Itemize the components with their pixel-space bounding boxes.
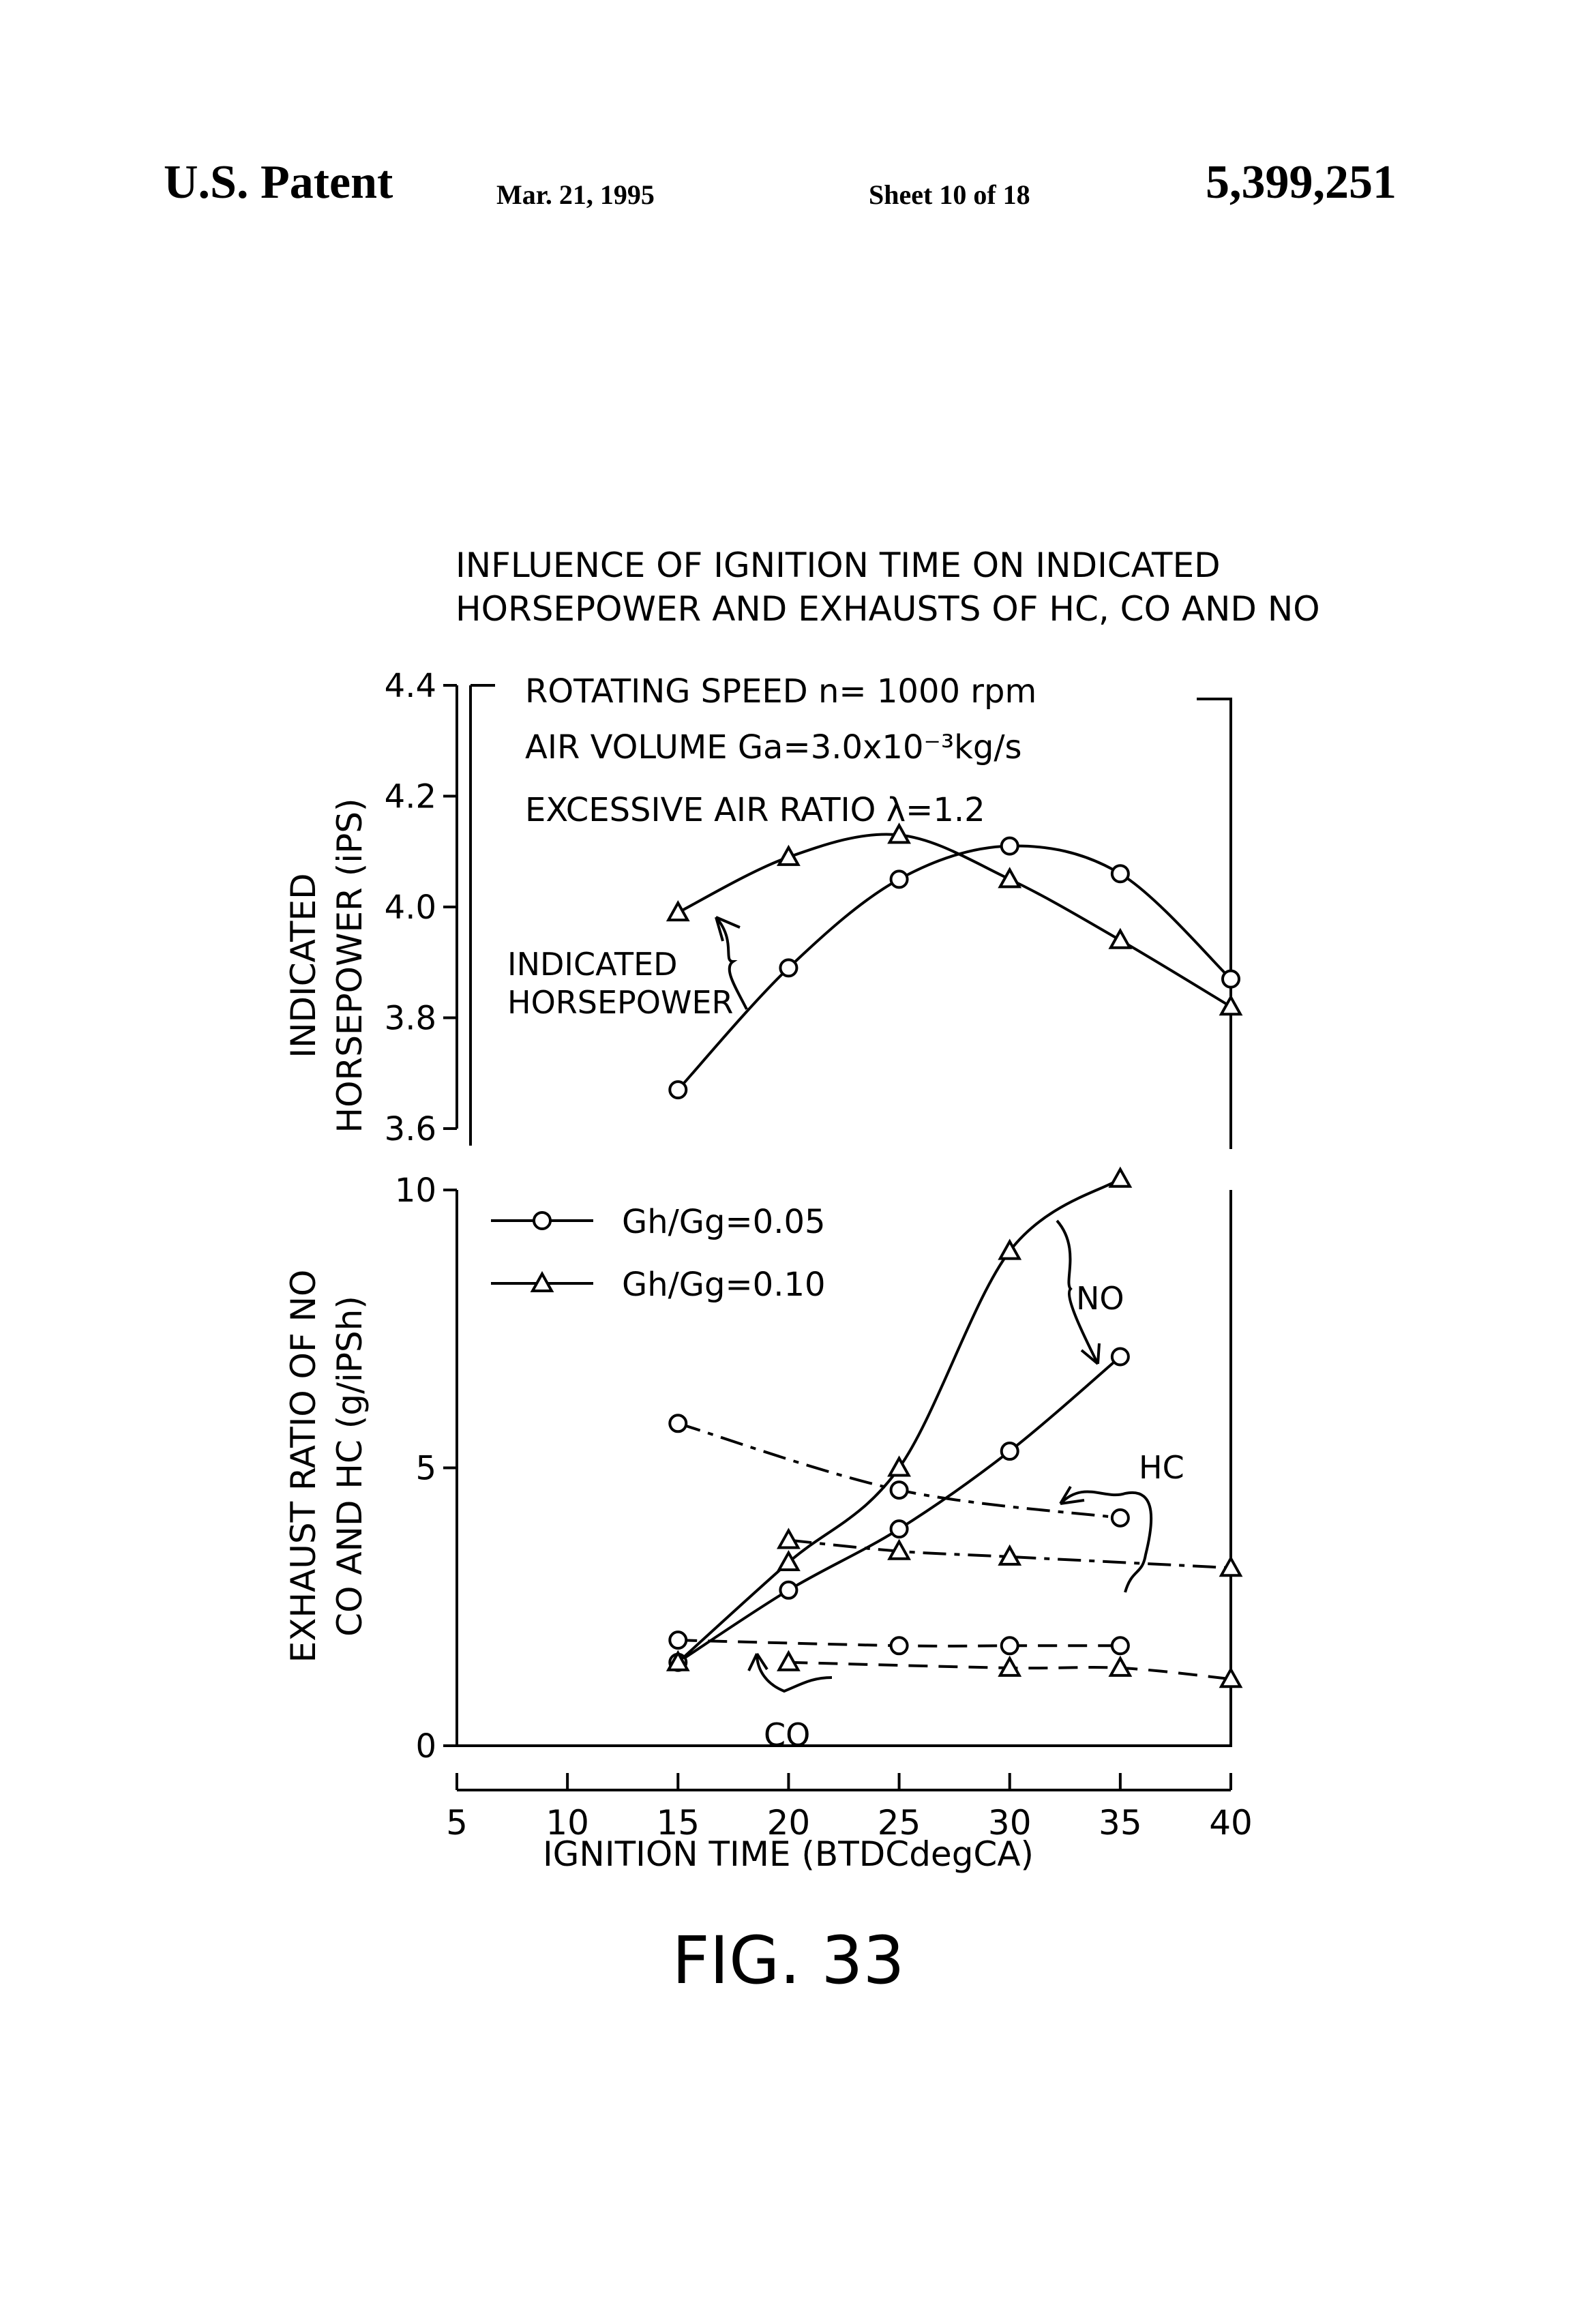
exhaust-y-tick-label: 0 [415,1727,436,1766]
x-tick-label: 25 [878,1803,921,1843]
x-tick-label: 10 [546,1803,589,1843]
exhaust-point-co-circle [891,1637,908,1654]
hp-point-circle [891,871,908,887]
legend-label-circle: Gh/Gg=0.05 [622,1203,826,1241]
annotation-no: NO [1076,1280,1124,1317]
hp-point-triangle [1111,931,1130,948]
condition-air-volume: AIR VOLUME Ga=3.0x10⁻³kg/s [525,728,1022,766]
annotation-hc: HC [1139,1449,1184,1486]
hp-point-circle [780,959,796,976]
hp-series-line-circle [678,846,1231,1090]
exhaust-point-co-triangle [1111,1658,1130,1675]
hp-annotation-line-1: INDICATED [507,946,678,983]
exhaust-y-axis-label-line-2: CO AND HC (g/iPSh) [330,1296,370,1637]
x-tick-label: 30 [988,1803,1032,1843]
condition-rotating-speed: ROTATING SPEED n= 1000 rpm [525,672,1036,711]
exhaust-y-tick-label: 5 [415,1450,436,1488]
hp-point-circle [1112,865,1129,882]
co-annotation-brace [757,1654,832,1691]
hp-y-tick-label: 4.4 [385,667,436,705]
exhaust-line-no-circle [678,1357,1120,1663]
hp-point-circle [1002,838,1018,854]
exhaust-point-no-triangle [890,1459,909,1476]
condition-excess-air-ratio: EXCESSIVE AIR RATIO λ=1.2 [525,791,985,829]
hp-point-circle [670,1082,686,1098]
exhaust-point-hc-circle [891,1482,908,1498]
exhaust-point-no-circle [891,1521,908,1537]
hp-annotation-line-2: HORSEPOWER [507,984,733,1021]
chart-title-line-2: HORSEPOWER AND EXHAUSTS OF HC, CO AND NO [456,589,1320,629]
exhaust-y-axis-label-line-1: EXHAUST RATIO OF NO [284,1270,323,1663]
figure-label: FIG. 33 [672,1922,904,1999]
hp-point-circle [1223,971,1239,987]
hp-right-bracket [1197,699,1231,1149]
chart-title-line-1: INFLUENCE OF IGNITION TIME ON INDICATED [456,546,1221,585]
exhaust-point-no-triangle [1111,1170,1130,1187]
hp-point-triangle [1221,997,1240,1014]
exhaust-point-no-circle [1002,1443,1018,1459]
exhaust-y-tick-label: 10 [395,1172,436,1210]
exhaust-point-co-circle [670,1632,686,1648]
legend-marker-circle [534,1212,550,1229]
exhaust-point-co-circle [1002,1637,1018,1654]
exhaust-point-hc-triangle [779,1530,798,1547]
hp-y-tick-label: 4.2 [385,778,436,816]
exhaust-point-no-circle [780,1582,796,1598]
hp-point-triangle [1000,869,1019,887]
hp-y-tick-label: 4.0 [385,889,436,927]
exhaust-frame [457,1190,1231,1746]
exhaust-point-co-circle [1112,1637,1129,1654]
x-tick-label: 5 [446,1803,468,1843]
hp-y-tick-label: 3.6 [385,1110,436,1148]
x-tick-label: 20 [767,1803,811,1843]
x-tick-label: 35 [1099,1803,1142,1843]
hp-point-triangle [668,903,687,920]
x-tick-label: 40 [1209,1803,1253,1843]
x-tick-label: 15 [656,1803,700,1843]
hc-annotation-brace [1060,1491,1151,1592]
annotation-co: CO [764,1716,810,1753]
hp-series-line-triangle [678,834,1231,1007]
exhaust-line-no-triangle [678,1179,1120,1663]
legend-label-triangle: Gh/Gg=0.10 [622,1266,826,1304]
exhaust-point-hc-circle [670,1415,686,1431]
exhaust-point-no-circle [1112,1349,1129,1365]
hp-y-axis-label-line-1: INDICATED [284,873,323,1058]
exhaust-point-hc-circle [1112,1510,1129,1526]
hp-y-axis-label-line-2: HORSEPOWER (iPS) [330,799,370,1133]
hp-y-tick-label: 3.8 [385,1000,436,1038]
